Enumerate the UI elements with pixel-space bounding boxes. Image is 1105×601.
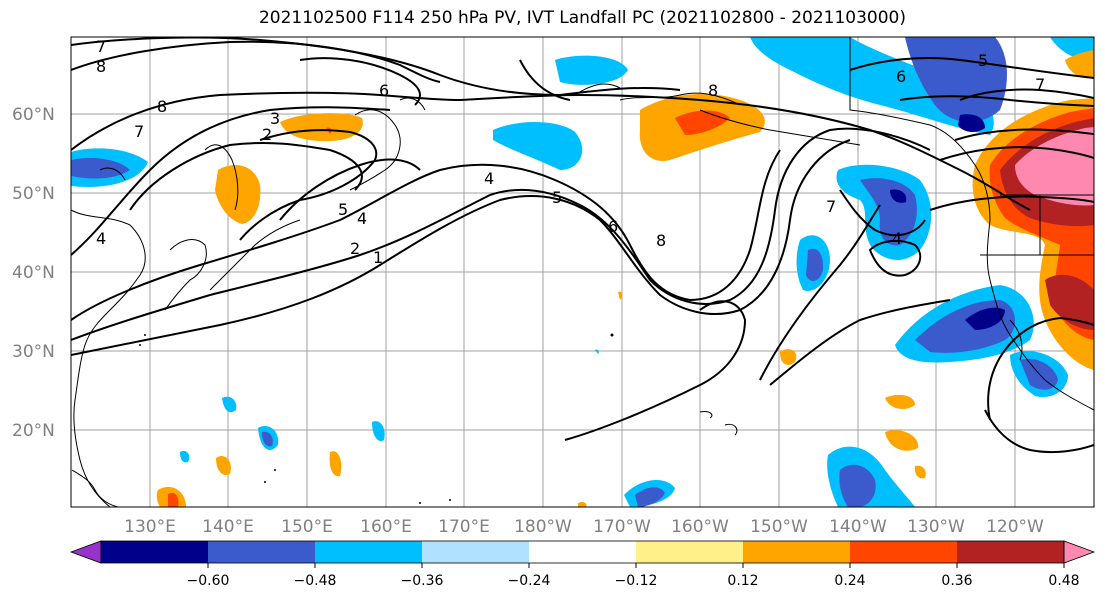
contour-label: 8 <box>656 231 666 250</box>
lon-label: 140°E <box>202 517 254 537</box>
lon-label: 130°W <box>907 517 965 537</box>
islands <box>139 333 614 504</box>
contour-label: 7 <box>96 37 106 56</box>
lon-label: 160°E <box>360 517 412 537</box>
pv-contours <box>71 37 1094 454</box>
longitude-labels: 130°E 140°E 150°E 160°E 170°E 180°W 170°… <box>124 517 1044 537</box>
contour-label: 5 <box>338 200 348 219</box>
contour-label: 8 <box>96 57 106 76</box>
contour-label: 4 <box>484 169 494 188</box>
colorbar-tick-label: −0.24 <box>508 573 551 589</box>
lat-label: 50°N <box>12 184 55 204</box>
colorbar-segment <box>529 541 637 563</box>
lon-label: 120°W <box>986 517 1044 537</box>
colorbar-segment <box>743 541 851 563</box>
lon-label: 160°W <box>671 517 729 537</box>
colorbar-tick-label: −0.12 <box>615 573 658 589</box>
lon-label: 150°E <box>281 517 333 537</box>
colorbar-tick-label: −0.48 <box>294 573 337 589</box>
lat-label: 60°N <box>12 105 55 125</box>
contour-label: 6 <box>379 81 389 100</box>
lon-label: 140°W <box>829 517 887 537</box>
colorbar-extend-low <box>69 540 102 564</box>
contour-label: 4 <box>357 209 367 228</box>
lon-label: 150°W <box>750 517 808 537</box>
lon-label: 170°E <box>438 517 490 537</box>
colorbar: −0.60 −0.48 −0.36 −0.24 −0.12 0.12 0.24 0.36 0.4… <box>69 540 1096 589</box>
lon-label: 130°E <box>124 517 176 537</box>
contour-label: 7 <box>826 197 836 216</box>
colorbar-tick-label: −0.60 <box>187 573 230 589</box>
colorbar-segment <box>101 541 209 563</box>
contour-label: 8 <box>708 81 718 100</box>
lon-label: 180°W <box>514 517 572 537</box>
contour-label: 5 <box>978 51 988 70</box>
colorbar-tick-label: 0.36 <box>941 573 972 589</box>
colorbar-tick-label: 0.12 <box>727 573 758 589</box>
contour-label: 6 <box>608 217 618 236</box>
colorbar-tick-label: 0.24 <box>834 573 865 589</box>
colorbar-segment <box>850 541 958 563</box>
colorbar-tick-label: 0.48 <box>1048 573 1079 589</box>
colorbar-segment <box>636 541 744 563</box>
map-frame <box>70 36 1095 508</box>
colorbar-segment <box>422 541 530 563</box>
lat-label: 40°N <box>12 263 55 283</box>
contour-label: 1 <box>373 248 383 267</box>
colorbar-extend-high <box>1063 540 1096 564</box>
colorbar-frame <box>100 540 1065 564</box>
colorbar-segment <box>315 541 423 563</box>
contour-label: 2 <box>350 239 360 258</box>
colorbar-segment <box>208 541 316 563</box>
contour-label: 4 <box>892 229 902 248</box>
contour-label: 6 <box>896 67 906 86</box>
contour-label: 7 <box>134 122 144 141</box>
contour-label: 5 <box>552 188 562 207</box>
latitude-labels: 60°N 50°N 40°N 30°N 20°N <box>12 105 55 441</box>
contour-label: 7 <box>1035 75 1045 94</box>
map-content: 7 8 8 7 6 3 2 4 5 4 2 1 4 5 6 8 8 6 5 7 … <box>71 37 1094 507</box>
contour-labels: 7 8 8 7 6 3 2 4 5 4 2 1 4 5 6 8 8 6 5 7 … <box>96 37 1045 267</box>
contour-label: 3 <box>270 109 280 128</box>
contour-label: 4 <box>96 229 106 248</box>
contour-label: 2 <box>262 125 272 144</box>
map-title: 2021102500 F114 250 hPa PV, IVT Landfall… <box>258 8 906 28</box>
lat-label: 20°N <box>12 421 55 441</box>
lat-label: 30°N <box>12 342 55 362</box>
colorbar-segment <box>957 541 1065 563</box>
colorbar-tick-label: −0.36 <box>401 573 444 589</box>
contour-label: 8 <box>157 97 167 116</box>
coastlines <box>71 37 1094 507</box>
lon-label: 170°W <box>593 517 651 537</box>
